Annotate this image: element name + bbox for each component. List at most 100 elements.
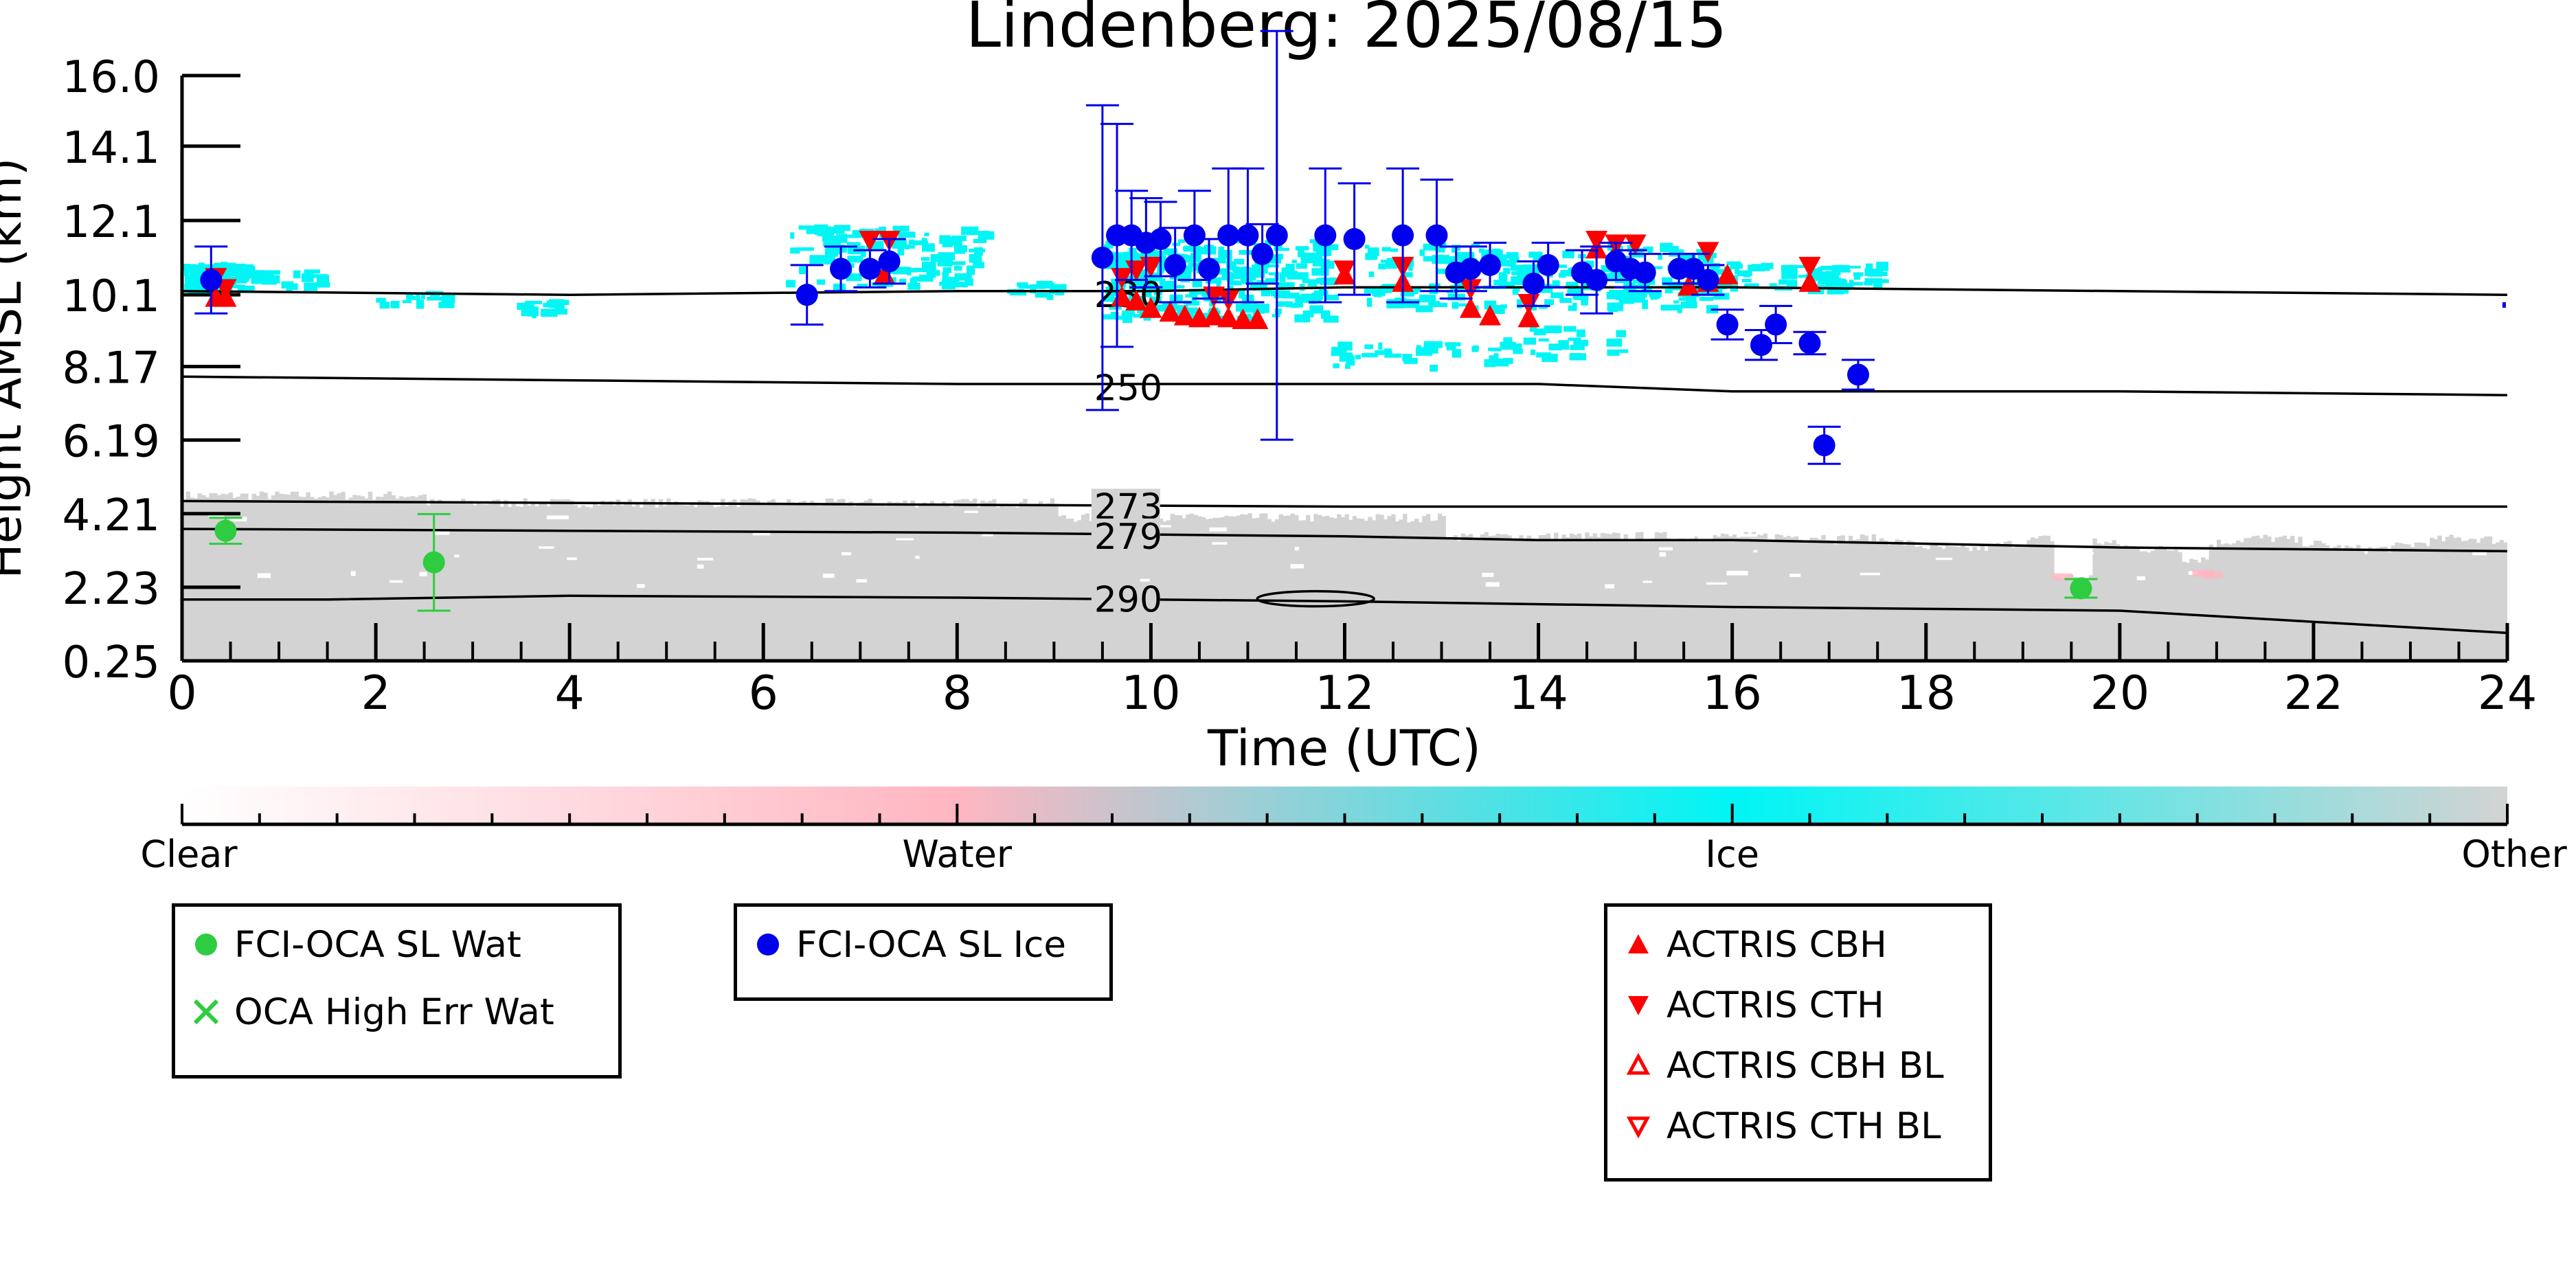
phase-other-column	[539, 503, 543, 661]
phase-other-column	[918, 504, 923, 661]
phase-other-column	[1934, 544, 1939, 661]
phase-clear-gap	[2183, 517, 2204, 519]
phase-ice-patch	[1186, 307, 1198, 315]
phase-ice-patch	[1400, 289, 1414, 297]
phase-ice-patch	[1267, 264, 1280, 268]
phase-clear-gap	[964, 510, 978, 513]
phase-ice-patch	[852, 229, 864, 238]
phase-ice-patch	[924, 232, 929, 236]
phase-other-column	[841, 499, 846, 661]
phase-other-column	[1566, 537, 1570, 661]
phase-other-column	[581, 505, 586, 661]
phase-ice-patch	[1876, 261, 1889, 271]
phase-ice-patch	[1122, 315, 1133, 324]
phase-other-column	[2352, 548, 2357, 661]
phase-ice-patch	[291, 283, 298, 291]
phase-ice-patch	[1362, 352, 1378, 358]
phase-ice-patch	[954, 273, 972, 281]
phase-ice-patch	[1212, 258, 1226, 264]
phase-ice-patch	[1812, 274, 1818, 282]
phase-other-column	[344, 499, 350, 661]
phase-other-column	[1318, 515, 1322, 661]
phase-ice-patch	[1479, 249, 1485, 253]
phase-ice-patch	[961, 226, 979, 236]
phase-ice-patch	[938, 252, 956, 260]
phase-other-column	[337, 493, 342, 661]
phase-ice-patch	[1295, 246, 1309, 251]
phase-other-column	[643, 499, 648, 661]
legend-label: ACTRIS CBH BL	[1667, 1044, 1944, 1087]
legend-label: FCI-OCA SL Ice	[796, 923, 1066, 966]
phase-other-column	[1236, 515, 1241, 661]
phase-ice-patch	[860, 251, 866, 258]
phase-ice-patch	[879, 227, 887, 233]
phase-other-column	[2355, 545, 2361, 661]
phase-ice-patch	[1559, 297, 1572, 303]
phase-ice-patch	[1140, 252, 1146, 256]
contour-line-273	[182, 499, 2507, 508]
phase-other-column	[1484, 532, 1489, 661]
phase-other-column	[1689, 538, 1694, 661]
phase-ice-patch	[427, 297, 444, 301]
phase-ice-patch	[1307, 279, 1318, 287]
phase-ice-patch	[1169, 294, 1183, 303]
phase-other-column	[1542, 535, 1547, 661]
phase-other-column	[2061, 578, 2066, 661]
phase-other-column	[422, 494, 427, 661]
phase-ice-patch	[913, 240, 929, 245]
phase-ice-patch	[798, 225, 813, 230]
data-point	[1697, 242, 1719, 263]
phase-ice-patch	[1274, 308, 1282, 315]
phase-ice-patch	[1111, 312, 1119, 317]
phase-ice-patch	[1281, 247, 1289, 251]
phase-other-column	[2430, 537, 2434, 661]
phase-other-column	[1069, 518, 1074, 661]
phase-other-column	[2263, 534, 2268, 661]
phase-ice-patch	[859, 229, 874, 233]
phase-other-column	[1918, 545, 1923, 661]
phase-other-column	[1949, 546, 1954, 661]
phase-other-column	[1910, 541, 1915, 661]
phase-ice-patch	[1415, 305, 1433, 313]
phase-ice-patch	[1572, 302, 1577, 309]
phase-other-column	[1965, 547, 1969, 661]
phase-other-column	[651, 499, 655, 661]
phase-clear-gap	[1152, 525, 1172, 528]
phase-ice-patch	[1781, 264, 1792, 271]
phase-ice-patch	[833, 225, 851, 231]
phase-other-column	[945, 504, 950, 661]
phase-other-column	[1394, 521, 1400, 661]
phase-ice-patch	[1402, 272, 1413, 278]
phase-other-column	[1941, 548, 1946, 661]
phase-other-column	[247, 499, 253, 661]
phase-other-column	[903, 500, 907, 661]
phase-ice-patch	[893, 267, 909, 275]
phase-other-column	[1953, 546, 1958, 661]
phase-ice-patch	[1493, 353, 1499, 361]
y-tick-label: 6.19	[63, 417, 161, 468]
phase-other-column	[2399, 543, 2404, 661]
phase-ice-patch	[1331, 350, 1347, 357]
phase-other-column	[356, 495, 361, 661]
phase-ice-patch	[1548, 343, 1562, 351]
phase-ice-patch	[1736, 262, 1741, 267]
phase-other-column	[953, 500, 958, 661]
phase-ice-patch	[1245, 304, 1258, 313]
phase-ice-patch	[1384, 353, 1402, 358]
legend-item-oca-high-err-wat: OCA High Err Wat	[189, 988, 554, 1036]
legend-item-fci-oca-sl-wat: FCI-OCA SL Wat	[189, 920, 521, 969]
phase-ice-patch	[551, 308, 568, 315]
phase-ice-patch	[379, 302, 390, 309]
phase-other-column	[1015, 507, 1020, 661]
phase-other-column	[2468, 539, 2473, 661]
phase-other-column	[999, 506, 1004, 661]
phase-ice-patch	[1781, 270, 1798, 280]
phase-other-column	[2201, 557, 2206, 661]
phase-ice-patch	[225, 270, 234, 274]
data-point	[1479, 304, 1502, 326]
phase-other-column	[1771, 540, 1776, 661]
data-points	[194, 30, 2098, 612]
phase-ice-patch	[1650, 295, 1658, 300]
phase-other-column	[2364, 554, 2369, 661]
data-point	[1183, 224, 1206, 247]
